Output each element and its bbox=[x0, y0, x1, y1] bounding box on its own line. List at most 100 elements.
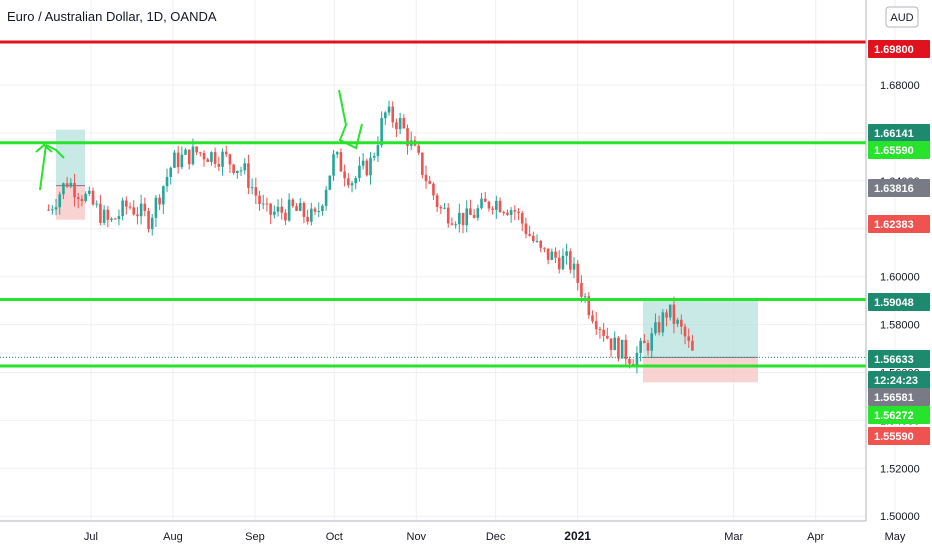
candle-body[interactable] bbox=[691, 340, 694, 351]
candle-body[interactable] bbox=[295, 206, 298, 211]
candle-body[interactable] bbox=[265, 203, 269, 205]
candle-body[interactable] bbox=[539, 240, 543, 248]
candle-body[interactable] bbox=[154, 197, 158, 218]
candle-body[interactable] bbox=[247, 163, 250, 188]
candle-body[interactable] bbox=[535, 240, 539, 242]
candle-body[interactable] bbox=[372, 156, 376, 158]
candle-body[interactable] bbox=[594, 321, 598, 330]
candle-body[interactable] bbox=[261, 203, 265, 205]
candle-body[interactable] bbox=[343, 171, 346, 179]
candle-body[interactable] bbox=[643, 340, 646, 344]
candle-body[interactable] bbox=[587, 296, 591, 316]
candle-body[interactable] bbox=[472, 214, 476, 218]
candle-body[interactable] bbox=[243, 163, 247, 171]
candle-body[interactable] bbox=[454, 224, 457, 226]
candle-body[interactable] bbox=[502, 212, 506, 214]
candle-body[interactable] bbox=[306, 216, 309, 222]
candle-body[interactable] bbox=[576, 263, 580, 283]
candle-body[interactable] bbox=[358, 165, 361, 179]
candle-body[interactable] bbox=[650, 333, 654, 351]
candle-body[interactable] bbox=[110, 218, 113, 220]
candle-body[interactable] bbox=[528, 234, 531, 236]
candle-body[interactable] bbox=[80, 199, 84, 201]
candle-body[interactable] bbox=[310, 208, 313, 222]
candle-body[interactable] bbox=[273, 211, 276, 215]
candle-body[interactable] bbox=[487, 201, 491, 209]
candle-body[interactable] bbox=[313, 208, 317, 212]
candle-body[interactable] bbox=[506, 212, 509, 215]
candle-body[interactable] bbox=[335, 152, 339, 155]
candle-body[interactable] bbox=[324, 189, 328, 206]
candle-body[interactable] bbox=[221, 151, 224, 167]
candle-body[interactable] bbox=[47, 209, 50, 211]
candle-body[interactable] bbox=[354, 178, 358, 184]
candle-body[interactable] bbox=[143, 203, 147, 211]
candle-body[interactable] bbox=[554, 251, 557, 258]
candle-body[interactable] bbox=[380, 118, 383, 146]
candle-body[interactable] bbox=[224, 151, 228, 155]
candle-body[interactable] bbox=[439, 207, 443, 209]
candle-body[interactable] bbox=[635, 352, 639, 367]
horizontal-levels[interactable] bbox=[0, 40, 866, 368]
candle-body[interactable] bbox=[657, 322, 661, 333]
candle-body[interactable] bbox=[532, 235, 535, 241]
candle-body[interactable] bbox=[347, 178, 350, 186]
candle-body[interactable] bbox=[495, 200, 498, 210]
candle-body[interactable] bbox=[117, 216, 121, 220]
candle-body[interactable] bbox=[687, 336, 691, 341]
candle-body[interactable] bbox=[676, 319, 679, 324]
candle-body[interactable] bbox=[572, 263, 576, 270]
candle-body[interactable] bbox=[328, 175, 332, 190]
candle-body[interactable] bbox=[387, 106, 391, 113]
candle-body[interactable] bbox=[583, 296, 587, 298]
candle-body[interactable] bbox=[199, 152, 202, 154]
candle-body[interactable] bbox=[287, 199, 291, 221]
candle-body[interactable] bbox=[280, 206, 284, 213]
candle-body[interactable] bbox=[569, 251, 572, 270]
candle-body[interactable] bbox=[609, 338, 613, 351]
candle-body[interactable] bbox=[661, 312, 665, 333]
candle-body[interactable] bbox=[428, 181, 432, 184]
candle-body[interactable] bbox=[491, 208, 494, 210]
candle-body[interactable] bbox=[602, 329, 605, 336]
candle-body[interactable] bbox=[432, 183, 435, 196]
candle-body[interactable] bbox=[546, 248, 550, 260]
candle-body[interactable] bbox=[543, 247, 546, 249]
candle-body[interactable] bbox=[136, 214, 139, 217]
candle-body[interactable] bbox=[121, 200, 124, 217]
candle-body[interactable] bbox=[513, 210, 517, 212]
candle-body[interactable] bbox=[417, 145, 420, 153]
candle-body[interactable] bbox=[646, 343, 650, 351]
candle-body[interactable] bbox=[125, 200, 128, 207]
candle-body[interactable] bbox=[398, 117, 402, 130]
candle-body[interactable] bbox=[210, 152, 213, 162]
candle-body[interactable] bbox=[395, 122, 398, 130]
candle-body[interactable] bbox=[517, 211, 520, 214]
candle-body[interactable] bbox=[446, 207, 450, 224]
candle-body[interactable] bbox=[350, 183, 354, 186]
candle-body[interactable] bbox=[591, 315, 594, 322]
candle-body[interactable] bbox=[421, 152, 424, 175]
candle-body[interactable] bbox=[498, 200, 502, 213]
candle-body[interactable] bbox=[672, 304, 676, 324]
candle-body[interactable] bbox=[391, 106, 395, 123]
candle-body[interactable] bbox=[165, 176, 169, 187]
candle-body[interactable] bbox=[76, 197, 80, 200]
candle-body[interactable] bbox=[51, 209, 54, 211]
candle-body[interactable] bbox=[239, 170, 243, 172]
candle-body[interactable] bbox=[54, 207, 58, 210]
candle-body[interactable] bbox=[561, 255, 565, 270]
candle-body[interactable] bbox=[69, 182, 73, 187]
candle-body[interactable] bbox=[162, 186, 165, 205]
candle-body[interactable] bbox=[180, 154, 184, 168]
candle-body[interactable] bbox=[88, 190, 91, 194]
candle-body[interactable] bbox=[84, 193, 87, 201]
candle-body[interactable] bbox=[113, 218, 117, 220]
candle-body[interactable] bbox=[206, 159, 210, 162]
candle-body[interactable] bbox=[276, 206, 280, 212]
candle-body[interactable] bbox=[613, 337, 617, 351]
candle-body[interactable] bbox=[668, 304, 672, 318]
candle-body[interactable] bbox=[450, 223, 454, 225]
candle-series[interactable] bbox=[47, 100, 694, 374]
